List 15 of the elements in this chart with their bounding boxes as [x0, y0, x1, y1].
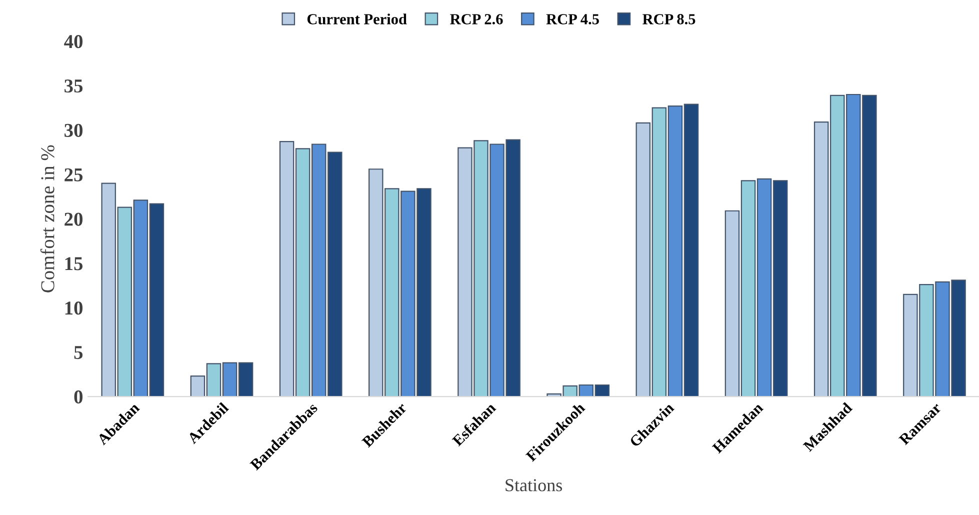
y-tick-label: 25 [64, 168, 83, 182]
legend-label: RCP 2.6 [450, 14, 503, 24]
y-tick-label: 5 [74, 346, 83, 360]
y-tick-label: 10 [65, 302, 83, 315]
y-tick-label: 0 [74, 390, 83, 404]
y-tick-label: 15 [65, 257, 83, 270]
y-tick-label: 20 [64, 212, 83, 226]
x-axis-title: Stations [506, 479, 562, 492]
y-tick-label: 40 [64, 35, 83, 48]
y-axis-title: Comfort zone in % [40, 145, 54, 292]
legend-label: Current Period [307, 14, 407, 24]
legend-label: RCP 8.5 [642, 14, 696, 24]
y-tick-label: 30 [64, 124, 83, 137]
legend-label: RCP 4.5 [546, 14, 599, 24]
y-tick-label: 35 [64, 79, 83, 93]
